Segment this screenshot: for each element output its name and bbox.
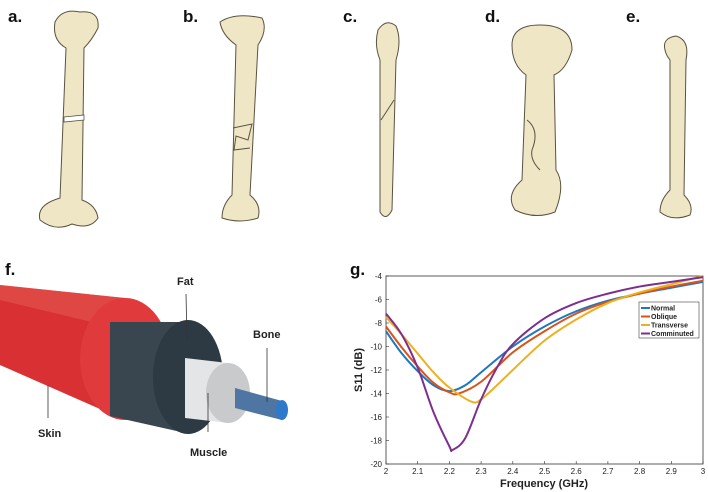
panel-label-d: d. [485, 7, 500, 26]
x-axis-label: Frequency (GHz) [500, 478, 588, 490]
x-tick-label: 2.3 [476, 467, 488, 476]
y-tick-label: -16 [370, 413, 382, 422]
x-tick-label: 2.2 [444, 467, 456, 476]
tissue-model: f. Fat Bone Skin Muscle [0, 260, 288, 459]
x-tick-label: 2.9 [666, 467, 678, 476]
bone-illustration-b [219, 15, 265, 222]
label-bone: Bone [253, 329, 281, 341]
s11-chart: g. 2 2.1 2.2 2.3 2.4 2.5 2.6 2.7 2.8 2.9 3 -4 -6 -8 -1… [350, 260, 706, 490]
y-tick-label: -10 [370, 343, 382, 352]
y-tick-label: -18 [370, 437, 382, 446]
bone-illustration-a [38, 10, 99, 228]
x-tick-label: 2.7 [602, 467, 614, 476]
x-tick-label: 2.6 [571, 467, 583, 476]
series-line-transverse [385, 275, 704, 404]
x-tick-label: 3 [701, 467, 706, 476]
x-tick-label: 2.1 [412, 467, 424, 476]
panel-label-e: e. [626, 7, 640, 26]
y-tick-label: -12 [370, 366, 382, 375]
panel-label-c: c. [343, 7, 357, 26]
y-tick-label: -14 [370, 390, 382, 399]
legend-entry: Oblique [651, 314, 677, 321]
panel-label-g: g. [350, 260, 365, 279]
panel-label-b: b. [183, 7, 198, 26]
bone-illustration-c [375, 22, 400, 217]
y-tick-label: -4 [375, 272, 383, 281]
label-fat: Fat [177, 276, 194, 288]
panel-label-a: a. [8, 7, 22, 26]
legend-entry: Transverse [651, 323, 688, 330]
y-axis-label: S11 (dB) [353, 348, 365, 392]
x-tick-label: 2.5 [539, 467, 551, 476]
y-tick-label: -6 [375, 296, 383, 305]
legend-entry: Normal [651, 306, 675, 313]
label-muscle: Muscle [190, 447, 227, 459]
x-tick-label: 2.8 [634, 467, 646, 476]
x-tick-label: 2.4 [507, 467, 519, 476]
legend-entry: Comminuted [651, 331, 694, 338]
panel-label-f: f. [5, 260, 15, 279]
x-tick-label: 2 [384, 467, 389, 476]
bone-illustration-d [510, 24, 573, 216]
y-tick-label: -20 [370, 460, 382, 469]
series-line-comminuted [385, 276, 704, 453]
bone-illustration-e [659, 35, 692, 219]
y-tick-label: -8 [375, 319, 383, 328]
label-skin: Skin [38, 428, 62, 440]
bone-layer [276, 400, 288, 420]
